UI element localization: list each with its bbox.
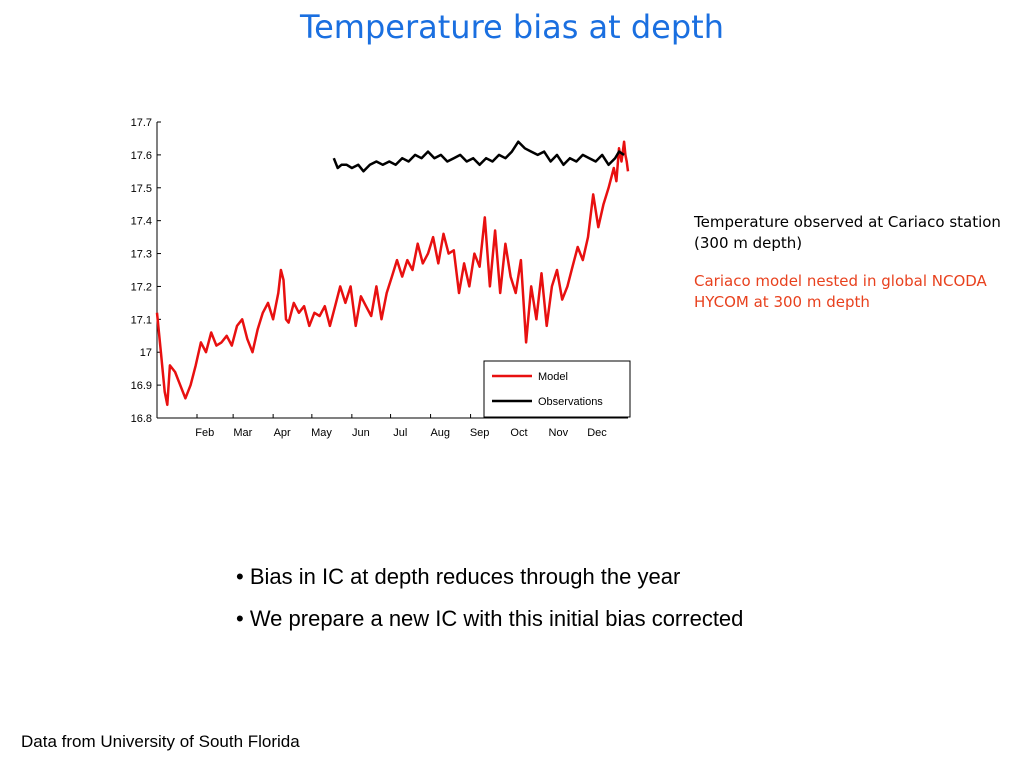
y-tick-label: 16.8 — [131, 413, 152, 425]
bullet-item: • We prepare a new IC with this initial … — [236, 606, 744, 631]
observed-note: Temperature observed at Cariaco station … — [694, 213, 1001, 252]
x-tick-label: Aug — [430, 427, 450, 439]
x-tick-label: Dec — [587, 427, 607, 439]
temperature-chart: 16.8 16.9 17 17.1 17.2 17.3 17.4 17.5 17.6 17.7 Fe… — [131, 117, 631, 439]
chart-legend: Model Observations — [483, 360, 631, 418]
y-tick-label: 17 — [140, 347, 152, 359]
x-tick-label: Jul — [393, 427, 407, 439]
x-tick-label: Nov — [549, 427, 569, 439]
x-tick-label: Mar — [233, 427, 252, 439]
series-model-line — [155, 140, 630, 407]
y-tick-label: 17.7 — [131, 117, 152, 129]
legend-box — [483, 360, 631, 418]
y-tick-label: 17.4 — [131, 216, 152, 228]
slide-title: Temperature bias at depth — [300, 8, 724, 46]
legend-observations-label: Observations — [538, 396, 603, 408]
y-tick-label: 17.3 — [131, 249, 152, 261]
y-tick-label: 16.9 — [131, 380, 152, 392]
model-note: Cariaco model nested in global NCODA HYC… — [694, 272, 987, 311]
y-tick-label: 17.2 — [131, 281, 152, 293]
annotation-panel: Temperature observed at Cariaco station … — [694, 212, 1004, 330]
x-tick-label: Feb — [195, 427, 214, 439]
y-tick-label: 17.5 — [131, 183, 152, 195]
chart-axes: 16.8 16.9 17 17.1 17.2 17.3 17.4 17.5 17.6 17.7 Fe… — [131, 117, 628, 439]
legend-model-label: Model — [538, 371, 568, 383]
x-tick-label: Apr — [274, 427, 291, 439]
chart-series — [155, 140, 630, 407]
x-tick-label: Oct — [510, 427, 527, 439]
x-tick-label: Jun — [352, 427, 370, 439]
bullet-list: • Bias in IC at depth reduces through th… — [236, 564, 996, 648]
series-observations-line — [332, 140, 625, 173]
y-tick-label: 17.1 — [131, 314, 152, 326]
x-tick-label: May — [311, 427, 332, 439]
footer-credit: Data from University of South Florida — [21, 732, 300, 751]
y-tick-label: 17.6 — [131, 150, 152, 162]
x-tick-label: Sep — [470, 427, 490, 439]
bullet-item: • Bias in IC at depth reduces through th… — [236, 564, 681, 589]
